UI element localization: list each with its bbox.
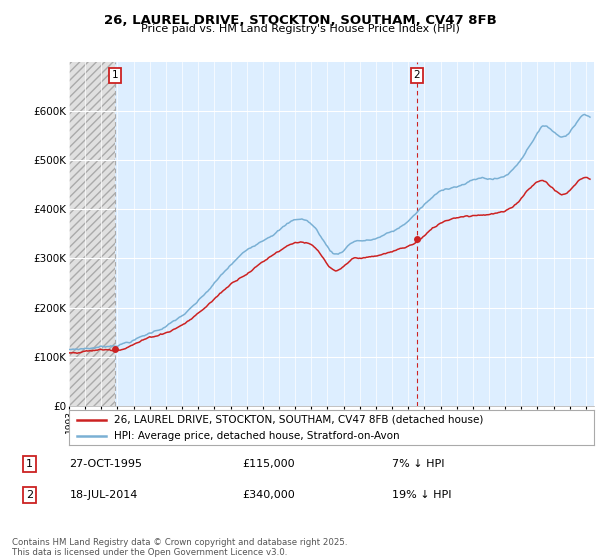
Text: 1: 1 xyxy=(26,459,33,469)
Text: 26, LAUREL DRIVE, STOCKTON, SOUTHAM, CV47 8FB: 26, LAUREL DRIVE, STOCKTON, SOUTHAM, CV4… xyxy=(104,14,496,27)
Bar xyxy=(69,62,115,406)
Text: Contains HM Land Registry data © Crown copyright and database right 2025.
This d: Contains HM Land Registry data © Crown c… xyxy=(12,538,347,557)
Text: HPI: Average price, detached house, Stratford-on-Avon: HPI: Average price, detached house, Stra… xyxy=(113,431,399,441)
Text: £115,000: £115,000 xyxy=(242,459,295,469)
Text: 26, LAUREL DRIVE, STOCKTON, SOUTHAM, CV47 8FB (detached house): 26, LAUREL DRIVE, STOCKTON, SOUTHAM, CV4… xyxy=(113,415,483,425)
Text: 7% ↓ HPI: 7% ↓ HPI xyxy=(392,459,445,469)
Text: 19% ↓ HPI: 19% ↓ HPI xyxy=(392,490,452,500)
Text: 2: 2 xyxy=(413,71,420,81)
Text: 1: 1 xyxy=(112,71,118,81)
Text: 18-JUL-2014: 18-JUL-2014 xyxy=(70,490,138,500)
Text: 27-OCT-1995: 27-OCT-1995 xyxy=(70,459,143,469)
Text: 2: 2 xyxy=(26,490,33,500)
Text: £340,000: £340,000 xyxy=(242,490,295,500)
Text: Price paid vs. HM Land Registry's House Price Index (HPI): Price paid vs. HM Land Registry's House … xyxy=(140,24,460,34)
